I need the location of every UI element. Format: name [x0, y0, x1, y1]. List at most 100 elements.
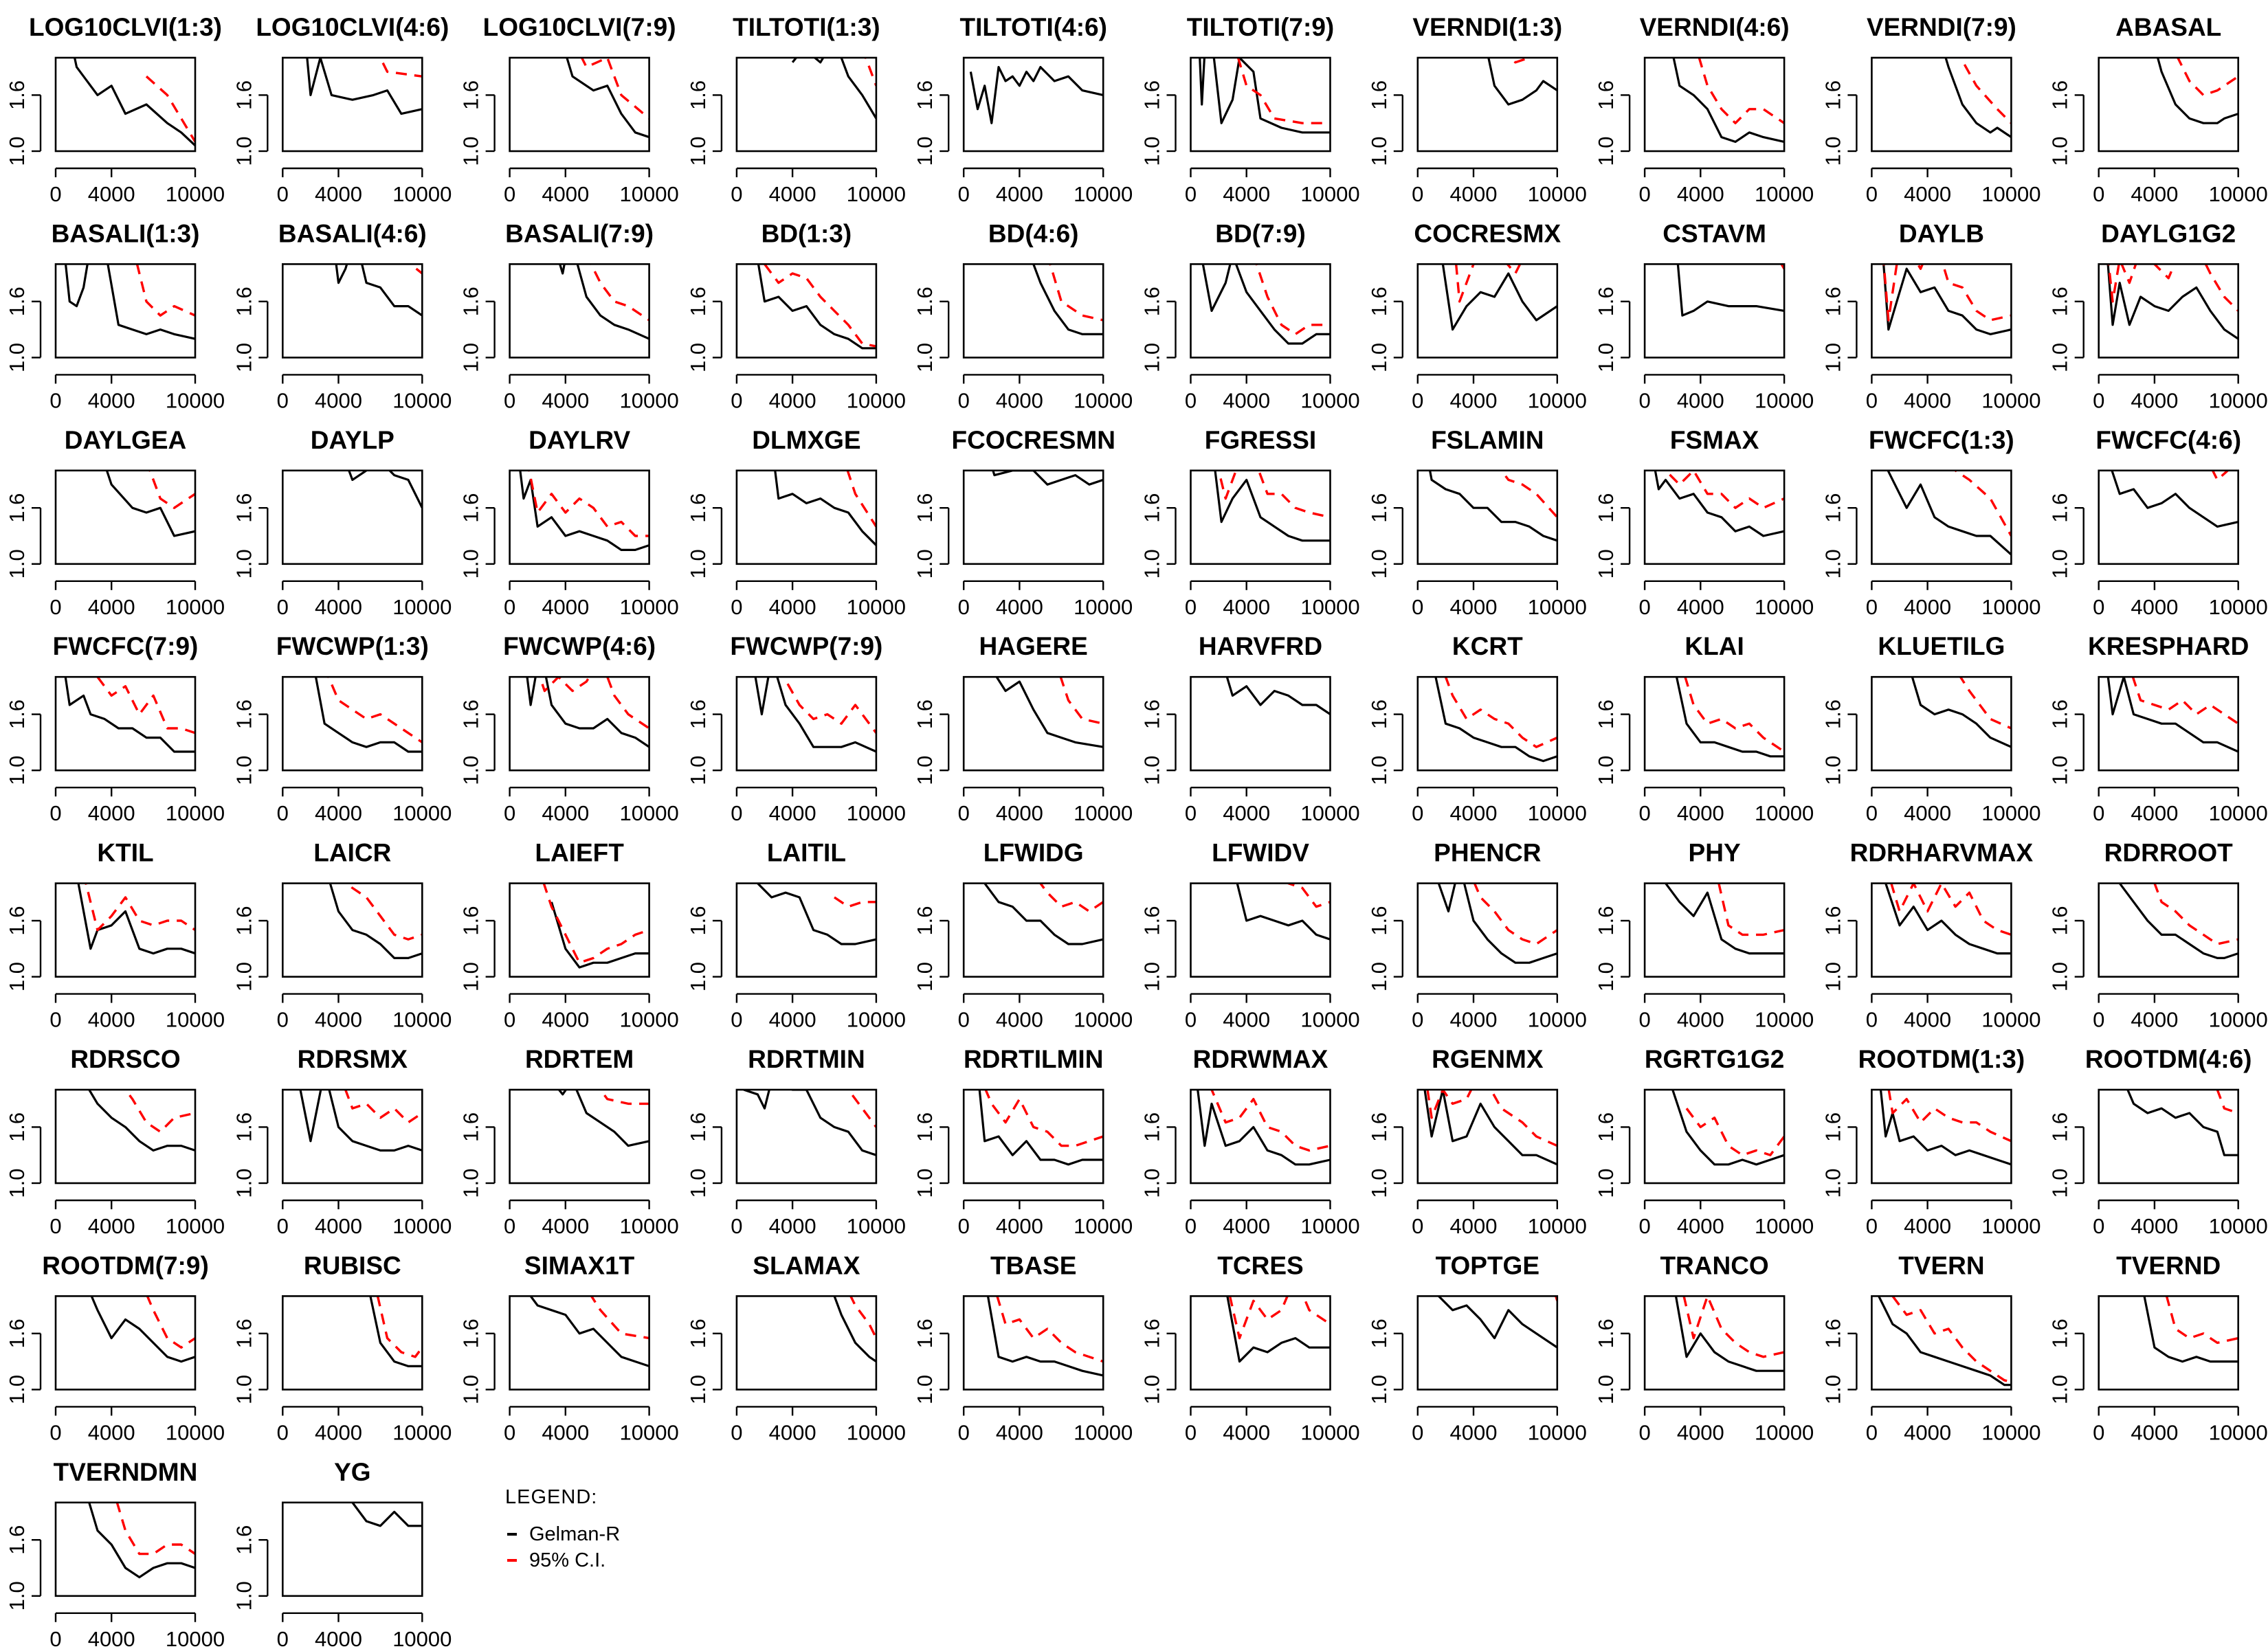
ci-95-line: [1049, 264, 1104, 322]
ci-95-line: [1682, 1296, 1785, 1358]
panel-phy: PHY 0 4000 10000 1.0 1.6: [1594, 839, 1814, 1032]
gelman-r-line: [550, 901, 649, 969]
x-tick-label: 4000: [2131, 1214, 2178, 1238]
y-tick-label: 1.0: [5, 1581, 29, 1611]
x-tick-label: 10000: [1528, 801, 1587, 825]
x-tick-label: 0: [49, 801, 61, 825]
plot-frame: [1190, 469, 1331, 565]
plot-frame: [1416, 882, 1559, 978]
panel-daylp: DAYLP 0 4000 10000 1.0 1.6: [232, 426, 452, 619]
panel-yg: YG 0 4000 10000 1.0 1.6: [232, 1458, 452, 1649]
y-tick-label: 1.0: [5, 1375, 29, 1404]
y-tick-label: 1.0: [1594, 343, 1618, 372]
gelman-r-line: [1437, 883, 1557, 964]
panel-title: RGRTG1G2: [1645, 1045, 1785, 1073]
x-tick-label: 4000: [315, 1214, 362, 1238]
y-tick-label: 1.6: [1140, 1319, 1164, 1348]
y-tick-label: 1.0: [2048, 756, 2072, 785]
x-tick-label: 0: [958, 1008, 970, 1032]
x-tick-label: 0: [504, 595, 515, 619]
gelman-r-line: [1428, 470, 1557, 542]
y-tick-label: 1.6: [5, 1525, 29, 1555]
panel-title: COCRESMX: [1414, 219, 1561, 247]
y-tick-label: 1.6: [232, 287, 256, 316]
panel-title: BD(7:9): [1215, 219, 1306, 247]
y-tick-label: 1.0: [686, 549, 710, 579]
y-tick-label: 1.6: [1594, 1319, 1618, 1348]
x-tick-label: 10000: [1300, 595, 1359, 619]
x-tick-label: 10000: [1074, 1008, 1133, 1032]
panel-harvfrd: HARVFRD 0 4000 10000 1.0 1.6: [1140, 632, 1360, 825]
plot-frame: [281, 469, 423, 565]
y-tick-label: 1.6: [5, 1112, 29, 1142]
x-tick-label: 0: [49, 595, 61, 619]
x-tick-label: 4000: [88, 1008, 135, 1032]
panel-title: BASALI(7:9): [505, 219, 654, 247]
panel-title: FWCFC(1:3): [1869, 426, 2014, 454]
gelman-r-line: [1487, 58, 1557, 106]
panel-title: DAYLG1G2: [2101, 219, 2236, 247]
y-tick-label: 1.6: [913, 1112, 937, 1142]
x-tick-label: 10000: [392, 1008, 452, 1032]
ci-95-line: [1255, 264, 1331, 336]
panel-cocresmx: COCRESMX 0 4000 10000 1.0 1.6: [1367, 219, 1587, 412]
x-tick-label: 4000: [88, 388, 135, 412]
panel-rdrsco: RDRSCO 0 4000 10000 1.0 1.6: [5, 1045, 225, 1238]
y-tick-label: 1.0: [1594, 1168, 1618, 1198]
panel-title: DAYLP: [311, 426, 394, 454]
gelman-r-line: [2111, 470, 2238, 528]
gelman-r-line: [329, 883, 423, 960]
x-tick-label: 10000: [2209, 1420, 2268, 1444]
x-tick-label: 0: [1412, 388, 1423, 412]
x-tick-label: 10000: [2209, 801, 2268, 825]
x-tick-label: 10000: [392, 1420, 452, 1444]
y-tick-label: 1.6: [1140, 493, 1164, 523]
gelman-r-line: [1226, 1296, 1331, 1363]
x-tick-label: 4000: [996, 801, 1043, 825]
ci-95-line: [984, 1090, 1104, 1147]
y-tick-label: 1.6: [232, 1525, 256, 1555]
gelman-r-line: [983, 883, 1104, 945]
y-tick-label: 1.6: [1367, 1319, 1391, 1348]
panel-title: LFWIDG: [983, 839, 1084, 867]
plot-frame: [2098, 1295, 2239, 1391]
y-tick-label: 1.6: [232, 1319, 256, 1348]
panel-tiltoti-7-9: TILTOTI(7:9) 0 4000 10000 1.0 1.6: [1140, 13, 1360, 206]
panel-fwcwp-7-9: FWCWP(7:9) 0 4000 10000 1.0 1.6: [686, 632, 906, 825]
x-tick-label: 10000: [1300, 801, 1359, 825]
gelman-r-line: [90, 1296, 195, 1363]
x-tick-label: 4000: [542, 1420, 589, 1444]
x-tick-label: 10000: [1528, 595, 1587, 619]
x-tick-label: 10000: [619, 801, 678, 825]
x-tick-label: 10000: [1981, 1214, 2041, 1238]
gelman-r-line: [519, 470, 649, 552]
ci-95-line: [1887, 1090, 2012, 1143]
ci-95-line: [782, 677, 876, 734]
y-tick-label: 1.0: [1367, 343, 1391, 372]
y-tick-label: 1.0: [459, 756, 483, 785]
plot-frame: [1871, 675, 2012, 772]
plot-frame: [281, 882, 423, 978]
x-tick-label: 4000: [88, 595, 135, 619]
x-tick-label: 0: [277, 1008, 289, 1032]
gelman-r-line: [2118, 883, 2238, 960]
y-tick-label: 1.0: [1140, 962, 1164, 991]
gelman-r-line: [1434, 677, 1557, 763]
y-tick-label: 1.0: [5, 549, 29, 579]
x-tick-label: 10000: [166, 388, 225, 412]
y-tick-label: 1.0: [1367, 1375, 1391, 1404]
plot-frame: [1190, 1088, 1331, 1185]
panel-title: LAITIL: [767, 839, 846, 867]
x-tick-label: 10000: [1074, 595, 1133, 619]
plot-frame: [54, 675, 197, 772]
panel-rdrtem: RDRTEM 0 4000 10000 1.0 1.6: [459, 1045, 679, 1238]
x-tick-label: 4000: [1223, 595, 1270, 619]
ci-95-line: [1555, 1296, 1557, 1301]
plot-frame: [1190, 263, 1331, 359]
x-tick-label: 0: [731, 801, 742, 825]
panel-title: HARVFRD: [1199, 632, 1322, 660]
ci-95-line: [379, 58, 423, 78]
y-tick-label: 1.6: [232, 80, 256, 110]
ci-95-line: [1890, 883, 2012, 936]
y-tick-label: 1.0: [5, 136, 29, 166]
